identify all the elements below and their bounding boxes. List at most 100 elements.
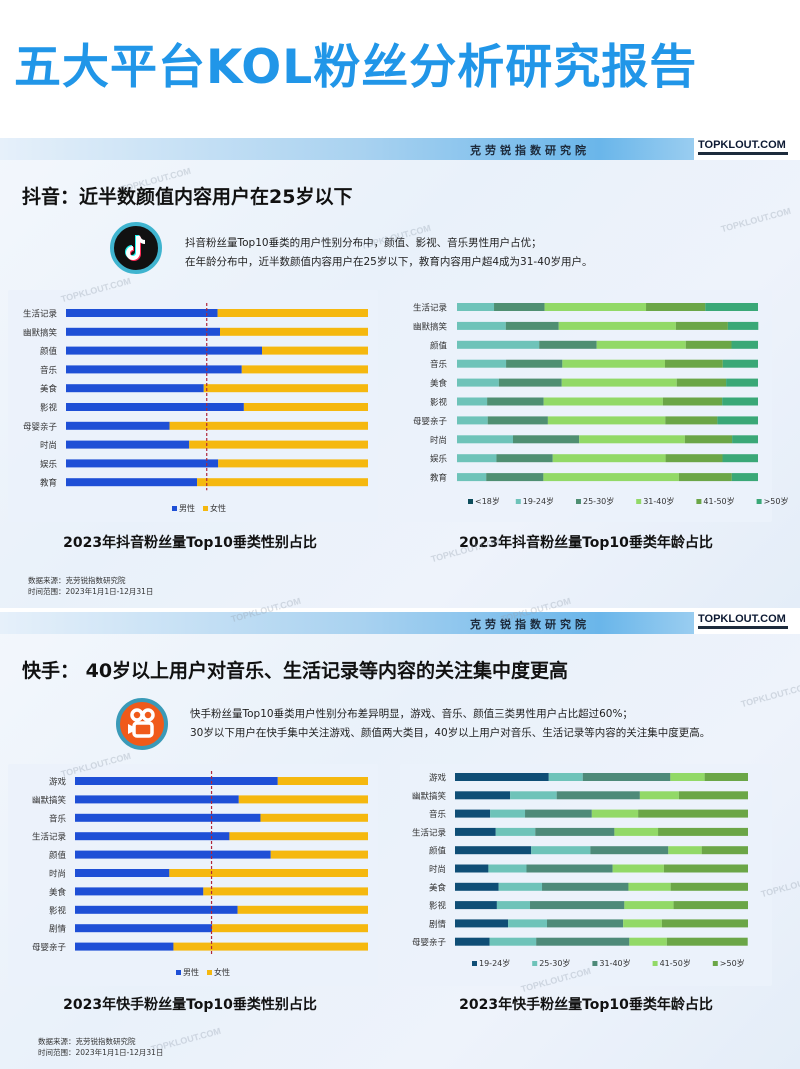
bar-segment bbox=[678, 791, 748, 800]
bar-segment bbox=[75, 942, 174, 951]
bar-segment bbox=[260, 813, 368, 822]
bar-segment bbox=[75, 887, 204, 896]
bar-segment bbox=[628, 882, 671, 891]
category-label: 母婴亲子 bbox=[23, 421, 58, 432]
title-area: 五大平台KOL粉丝分析研究报告 bbox=[0, 0, 800, 132]
bar-segment bbox=[624, 901, 674, 910]
category-label: 幽默搞笑 bbox=[413, 321, 448, 332]
category-label: 颜值 bbox=[430, 340, 448, 351]
bar-segment bbox=[591, 809, 639, 818]
header-strip: 克劳锐指数研究院 TOPKLOUT.COM bbox=[0, 138, 800, 160]
category-label: 影视 bbox=[40, 403, 58, 414]
category-label: 颜值 bbox=[429, 846, 447, 857]
bar-segment bbox=[556, 791, 640, 800]
legend-label: 31-40岁 bbox=[599, 958, 630, 968]
bar-segment bbox=[66, 478, 198, 487]
bar-segment bbox=[66, 384, 204, 393]
bar-segment bbox=[66, 309, 218, 317]
category-label: 美食 bbox=[430, 378, 448, 389]
legend-label: 25-30岁 bbox=[583, 496, 614, 506]
tiktok-logo-icon bbox=[110, 222, 162, 274]
chart-title: 2023年抖音粉丝量Top10垂类年龄占比 bbox=[459, 535, 713, 551]
desc-line: 快手粉丝量Top10垂类用户性别分布差异明显，游戏、音乐、颜值三类男性用户占比超… bbox=[190, 708, 633, 720]
legend-swatch bbox=[636, 499, 642, 504]
category-label: 母婴亲子 bbox=[413, 416, 448, 427]
bar-segment bbox=[66, 459, 219, 468]
bar-segment bbox=[457, 454, 497, 463]
legend-label: 25-30岁 bbox=[539, 958, 570, 968]
legend-swatch bbox=[532, 961, 538, 966]
bar-segment bbox=[562, 359, 665, 368]
category-label: 生活记录 bbox=[413, 303, 448, 314]
category-label: 美食 bbox=[429, 882, 447, 893]
legend-label: 男性 bbox=[183, 967, 199, 977]
bar-segment bbox=[535, 827, 615, 836]
bar-segment bbox=[726, 378, 758, 387]
bar-segment bbox=[457, 473, 487, 482]
category-label: 音乐 bbox=[430, 359, 448, 370]
chart-panel bbox=[400, 764, 772, 986]
bar-segment bbox=[66, 365, 242, 374]
bar-segment bbox=[547, 416, 666, 425]
bar-segment bbox=[487, 416, 548, 425]
desc-line: 抖音粉丝量Top10垂类的用户性别分布中，颜值、影视、音乐男性用户占优； bbox=[185, 237, 542, 249]
bar-segment bbox=[661, 919, 748, 928]
bar-segment bbox=[457, 303, 495, 311]
bar-segment bbox=[662, 397, 723, 406]
category-label: 颜值 bbox=[40, 346, 58, 357]
bar-segment bbox=[658, 827, 748, 836]
bar-segment bbox=[189, 440, 368, 449]
category-label: 时尚 bbox=[430, 435, 447, 446]
category-label: 剧情 bbox=[49, 924, 67, 935]
bar-segment bbox=[561, 378, 677, 387]
bar-segment bbox=[543, 397, 663, 406]
bar-segment bbox=[547, 919, 624, 928]
section-description: 抖音粉丝量Top10垂类的用户性别分布中，颜值、影视、音乐男性用户占优； 在年龄… bbox=[185, 234, 593, 272]
bar-segment bbox=[544, 303, 647, 311]
bar-segment bbox=[639, 791, 679, 800]
bar-segment bbox=[536, 937, 630, 946]
bar-segment bbox=[457, 416, 488, 425]
bar-segment bbox=[542, 882, 629, 891]
category-label: 影视 bbox=[430, 397, 448, 408]
bar-segment bbox=[455, 846, 532, 855]
bar-segment bbox=[455, 901, 497, 910]
legend-swatch bbox=[515, 499, 521, 504]
category-label: 娱乐 bbox=[430, 454, 448, 465]
category-label: 时尚 bbox=[40, 440, 57, 451]
legend-swatch bbox=[472, 961, 477, 966]
org-name: 克劳锐指数研究院 bbox=[470, 618, 590, 631]
legend-label: 41-50岁 bbox=[660, 958, 691, 968]
category-label: 娱乐 bbox=[40, 459, 58, 470]
bar-segment bbox=[678, 473, 732, 482]
bar-segment bbox=[596, 340, 686, 349]
bar-segment bbox=[552, 454, 666, 463]
category-label: 影视 bbox=[429, 901, 447, 912]
bar-segment bbox=[488, 864, 527, 873]
legend-label: 41-50岁 bbox=[703, 496, 734, 506]
bar-segment bbox=[169, 421, 368, 430]
bar-segment bbox=[489, 937, 537, 946]
legend-swatch bbox=[176, 970, 181, 975]
bar-segment bbox=[75, 905, 238, 914]
bar-segment bbox=[727, 321, 759, 330]
bar-segment bbox=[203, 887, 368, 896]
desc-line: 30岁以下用户在快手集中关注游戏、颜值两大类目，40岁以上用户对音乐、生活记录等… bbox=[190, 727, 711, 739]
page-title: 五大平台KOL粉丝分析研究报告 bbox=[14, 40, 698, 95]
bar-segment bbox=[614, 827, 659, 836]
bar-segment bbox=[494, 303, 545, 311]
bar-segment bbox=[582, 773, 671, 781]
legend-label: 女性 bbox=[210, 503, 226, 513]
bar-segment bbox=[663, 864, 748, 873]
category-label: 剧情 bbox=[429, 919, 447, 930]
category-label: 音乐 bbox=[49, 813, 67, 824]
bar-segment bbox=[498, 882, 543, 891]
bar-segment bbox=[75, 850, 271, 859]
legend-swatch bbox=[652, 961, 658, 966]
bar-segment bbox=[217, 309, 368, 317]
bar-segment bbox=[539, 340, 597, 349]
bar-segment bbox=[612, 864, 664, 873]
bar-segment bbox=[457, 435, 513, 444]
bar-segment bbox=[676, 378, 727, 387]
